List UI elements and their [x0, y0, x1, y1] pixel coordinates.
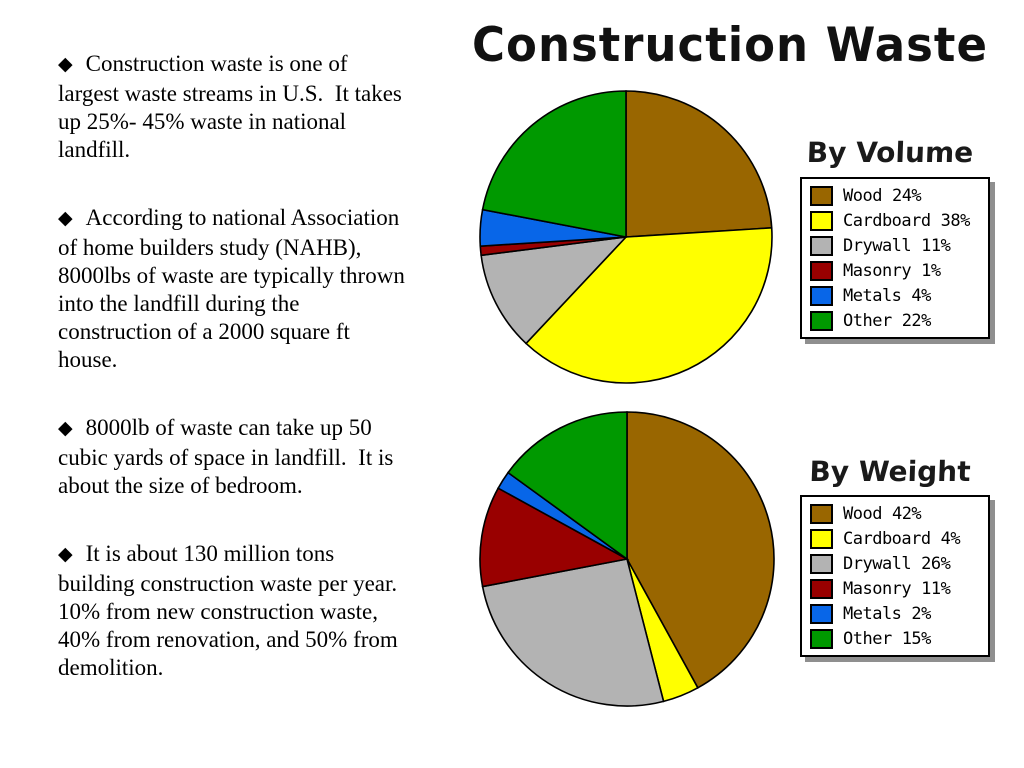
- legend-value: 4%: [911, 285, 931, 306]
- legend-item-drywall: Drywall 11%: [802, 233, 988, 258]
- legend-color-swatch: [810, 310, 833, 331]
- pie-chart-by-weight: [479, 411, 775, 707]
- legend-color-swatch: [810, 260, 833, 281]
- bullet-text: Construction waste is one of largest was…: [58, 51, 402, 162]
- legend-label: Masonry: [843, 578, 912, 599]
- legend-value: 15%: [901, 628, 932, 649]
- legend-value: 24%: [891, 185, 922, 206]
- legend-value: 22%: [901, 310, 932, 331]
- legend-item-masonry: Masonry 1%: [802, 258, 988, 283]
- legend-label: Drywall: [843, 553, 912, 574]
- legend-label: Other: [843, 310, 892, 331]
- legend-item-wood: Wood 42%: [802, 501, 988, 526]
- legend-color-swatch: [810, 553, 833, 574]
- legend-value: 1%: [921, 260, 941, 281]
- legend-value: 11%: [921, 235, 951, 256]
- legend-item-other: Other 15%: [802, 626, 988, 651]
- pie-chart-by-volume: [479, 90, 773, 384]
- legend-label: Metals: [843, 603, 902, 624]
- legend-label: Cardboard: [843, 528, 931, 549]
- diamond-bullet-icon: ◆: [58, 418, 73, 439]
- bullet-text: 8000lb of waste can take up 50 cubic yar…: [58, 415, 394, 498]
- page-title: Construction Waste: [472, 16, 988, 73]
- legend-by-volume: Wood 24% Cardboard 38% Drywall 11% Masonry 1% Me…: [800, 177, 990, 339]
- legend-label: Cardboard: [843, 210, 931, 231]
- legend-item-wood: Wood 24%: [802, 183, 988, 208]
- bullet-paragraph: ◆ Construction waste is one of largest wa…: [58, 50, 478, 164]
- legend-color-swatch: [810, 185, 833, 206]
- legend-label: Other: [843, 628, 892, 649]
- legend-item-cardboard: Cardboard 38%: [802, 208, 988, 233]
- legend-label: Wood: [843, 185, 882, 206]
- legend-color-swatch: [810, 210, 833, 231]
- legend-value: 11%: [921, 578, 951, 599]
- pie-slice-other: [506, 411, 628, 561]
- legend-value: 38%: [940, 210, 971, 231]
- bullet-paragraph: ◆ According to national Association of ho…: [58, 204, 478, 374]
- legend-value: 42%: [891, 503, 922, 524]
- legend-value: 26%: [921, 553, 951, 574]
- pie-slice-drywall: [481, 558, 665, 707]
- pie-slice-wood: [626, 411, 775, 689]
- bullet-text: According to national Association of hom…: [58, 205, 405, 372]
- legend-label: Metals: [843, 285, 902, 306]
- legend-label: Drywall: [843, 235, 912, 256]
- legend-item-cardboard: Cardboard 4%: [802, 526, 988, 551]
- legend-color-swatch: [810, 603, 833, 624]
- legend-color-swatch: [810, 285, 833, 306]
- bullet-paragraph: ◆ 8000lb of waste can take up 50 cubic ya…: [58, 414, 478, 500]
- legend-item-metals: Metals 2%: [802, 601, 988, 626]
- bullet-paragraph: ◆ It is about 130 million tons building c…: [58, 540, 478, 682]
- legend-item-metals: Metals 4%: [802, 283, 988, 308]
- legend-color-swatch: [810, 235, 833, 256]
- bullet-list: ◆ Construction waste is one of largest wa…: [58, 50, 478, 722]
- diamond-bullet-icon: ◆: [58, 208, 73, 229]
- diamond-bullet-icon: ◆: [58, 544, 73, 565]
- pie-slice-masonry: [479, 487, 630, 588]
- legend-value: 4%: [940, 528, 961, 549]
- legend-color-swatch: [810, 628, 833, 649]
- legend-label: Wood: [843, 503, 882, 524]
- legend-title-by-weight: By Weight: [808, 455, 972, 488]
- legend-color-swatch: [810, 528, 833, 549]
- legend-value: 2%: [911, 603, 931, 624]
- pie-slice-cardboard: [524, 226, 773, 384]
- diamond-bullet-icon: ◆: [58, 54, 73, 75]
- pie-slice-wood: [625, 90, 773, 238]
- legend-item-drywall: Drywall 26%: [802, 551, 988, 576]
- pie-slice-drywall: [480, 235, 629, 345]
- legend-item-other: Other 22%: [802, 308, 988, 333]
- legend-item-masonry: Masonry 11%: [802, 576, 988, 601]
- pie-slice-other: [481, 90, 627, 238]
- legend-label: Masonry: [843, 260, 912, 281]
- legend-by-weight: Wood 42% Cardboard 4% Drywall 26% Masonry 11% Me…: [800, 495, 990, 657]
- legend-color-swatch: [810, 578, 833, 599]
- bullet-text: It is about 130 million tons building co…: [58, 541, 398, 680]
- legend-title-by-volume: By Volume: [806, 136, 974, 169]
- legend-color-swatch: [810, 503, 833, 524]
